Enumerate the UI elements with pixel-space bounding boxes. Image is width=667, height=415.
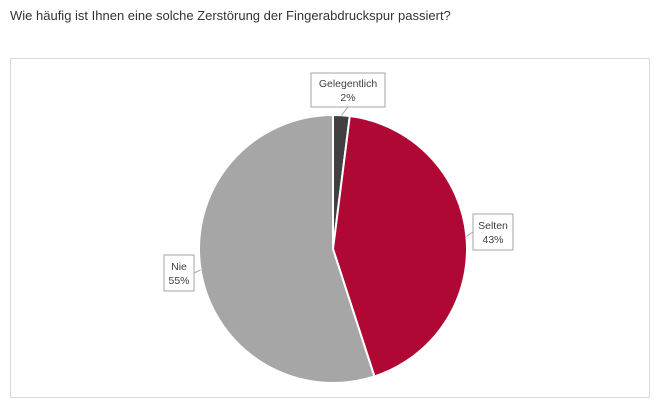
slice-label-selten: Selten xyxy=(478,220,508,232)
leader-line-nie xyxy=(193,269,201,274)
question-title: Wie häufig ist Ihnen eine solche Zerstör… xyxy=(10,8,451,23)
slice-value-gelegentlich: 2% xyxy=(340,92,355,104)
pie-slices xyxy=(198,113,468,384)
slice-value-nie: 55% xyxy=(168,275,189,287)
callout-gelegentlich: Gelegentlich 2% xyxy=(310,72,386,108)
leader-line-gelegentlich xyxy=(341,106,349,116)
chart-area: Gelegentlich 2% Selten 43% Nie 55% xyxy=(10,58,650,398)
slice-label-nie: Nie xyxy=(171,261,187,273)
callout-nie: Nie 55% xyxy=(163,254,195,292)
callout-box-nie xyxy=(163,254,195,292)
slice-label-gelegentlich: Gelegentlich xyxy=(319,78,378,90)
slice-value-selten: 43% xyxy=(482,234,503,246)
callout-box-selten xyxy=(472,213,514,251)
pie-chart: Gelegentlich 2% Selten 43% Nie 55% xyxy=(163,72,514,384)
label-leaders xyxy=(193,106,474,274)
callout-selten: Selten 43% xyxy=(472,213,514,251)
callout-box-gelegentlich xyxy=(310,72,386,108)
leader-line-selten xyxy=(466,231,474,237)
pie-slice-nie xyxy=(198,113,376,384)
